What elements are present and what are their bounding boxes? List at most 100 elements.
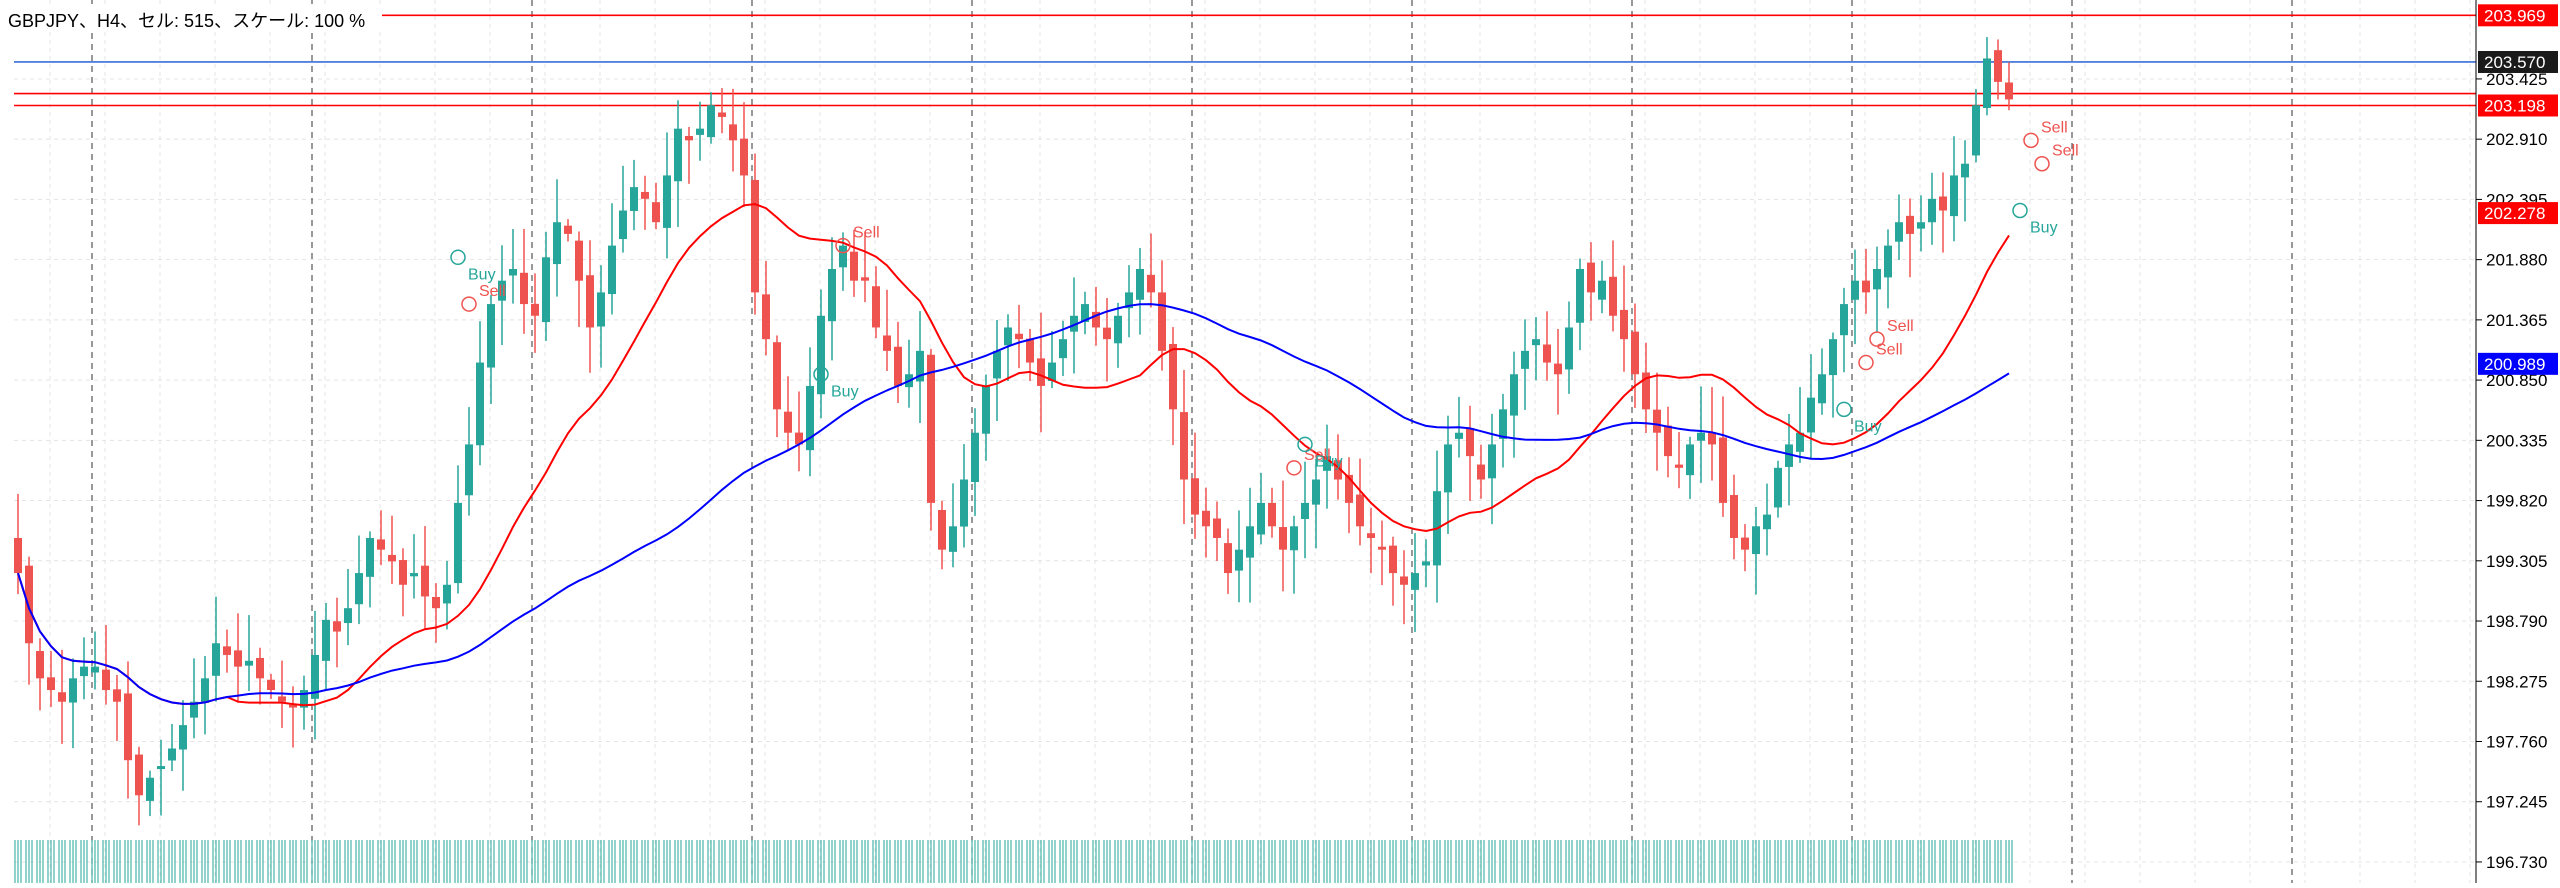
candle-body: [1037, 358, 1045, 386]
price-tags: 203.969 203.570 203.198 202.278 200.989: [2478, 4, 2558, 375]
candle-body: [344, 608, 352, 624]
candle-body: [1774, 467, 1782, 508]
signal-marker: [2023, 132, 2039, 149]
candle-body: [1279, 527, 1287, 550]
candle-body: [91, 666, 99, 673]
candle-body: [784, 411, 792, 433]
price-tick-label: 197.245: [2486, 793, 2547, 812]
candle-body: [1224, 543, 1232, 574]
candle-body: [916, 350, 924, 382]
candle-body: [1004, 327, 1012, 346]
signal-label: Buy: [1315, 453, 1343, 470]
grid-layer: [14, 0, 2476, 883]
candle-body: [1576, 268, 1584, 323]
candle-body: [1928, 198, 1936, 223]
candle-body: [1686, 444, 1694, 476]
candle-body: [124, 693, 132, 761]
candle-body: [443, 584, 451, 604]
signal-label: Buy: [468, 266, 496, 283]
candle-body: [1906, 215, 1914, 234]
candle-body: [1653, 409, 1661, 433]
candle-body: [938, 510, 946, 550]
candles: [14, 37, 2013, 826]
horizontal-lines[interactable]: [14, 14, 2476, 107]
signal-marker: [1297, 436, 1313, 453]
candle-body: [1334, 460, 1342, 480]
candle-body: [1994, 50, 2002, 82]
candle-body: [1730, 495, 1738, 538]
candle-body: [1785, 444, 1793, 467]
candle-body: [300, 690, 308, 708]
title-background: [2, 4, 382, 32]
candle-body: [1290, 526, 1298, 551]
candle-body: [69, 678, 77, 703]
candle-body: [619, 210, 627, 240]
signal-marker: [835, 237, 851, 254]
candle-body: [432, 596, 440, 609]
candle-body: [1598, 280, 1606, 300]
candle-body: [333, 621, 341, 632]
candle-body: [146, 777, 154, 801]
candle-body: [1345, 474, 1353, 503]
candle-body: [663, 175, 671, 228]
candle-body: [1246, 526, 1254, 558]
candle-body: [1510, 374, 1518, 416]
candle-body: [1796, 432, 1804, 452]
candle-body: [377, 539, 385, 550]
signal-marker: [461, 296, 477, 312]
candle-body: [927, 354, 935, 503]
candle-body: [1378, 546, 1386, 550]
candle-body: [575, 240, 583, 281]
candle-body: [718, 112, 726, 117]
candle-body: [740, 138, 748, 176]
session-separators: [91, 0, 2293, 883]
candle-body: [1147, 274, 1155, 293]
signal-marker: [1858, 354, 1874, 371]
price-tick-label: 198.790: [2486, 612, 2547, 631]
candle-body: [1752, 526, 1760, 555]
candle-body: [1499, 409, 1507, 439]
candle-body: [1235, 549, 1243, 571]
candle-body: [157, 766, 165, 770]
candle-body: [762, 294, 770, 340]
candle-body: [960, 479, 968, 527]
moving-average-line: [17, 303, 2010, 705]
candle-body: [223, 646, 231, 655]
candle-body: [1631, 331, 1639, 375]
candle-body: [1213, 518, 1221, 538]
candle-body: [1609, 276, 1617, 316]
candle-body: [1466, 427, 1474, 457]
candle-body: [795, 432, 803, 445]
price-tick-label: 199.305: [2486, 552, 2547, 571]
candle-body: [509, 268, 517, 276]
candle-body: [1763, 514, 1771, 530]
price-tag: [2478, 352, 2558, 375]
candle-body: [949, 526, 957, 552]
candle-body: [278, 696, 286, 702]
candle-body: [113, 689, 121, 702]
candle-body: [1125, 292, 1133, 309]
price-tag: [2478, 4, 2558, 27]
candle-body: [729, 124, 737, 141]
candle-body: [1477, 464, 1485, 480]
candle-body: [971, 432, 979, 483]
signal-label: Buy: [831, 383, 859, 400]
price-tick-label: 196.730: [2486, 853, 2547, 872]
candle-body: [1136, 268, 1144, 300]
candle-body: [80, 666, 88, 677]
candle-body: [1048, 362, 1056, 382]
candle-body: [1697, 432, 1705, 441]
candle-body: [1939, 196, 1947, 211]
candle-body: [245, 660, 253, 666]
candle-body: [1642, 372, 1650, 410]
price-tag-label: 202.278: [2484, 204, 2545, 223]
candle-body: [388, 554, 396, 562]
signal-label: Buy: [1854, 418, 1882, 435]
candle-body: [586, 275, 594, 328]
candle-body: [1719, 437, 1727, 503]
candle-body: [366, 537, 374, 577]
candle-body: [1917, 222, 1925, 229]
price-tag: [2478, 94, 2558, 117]
